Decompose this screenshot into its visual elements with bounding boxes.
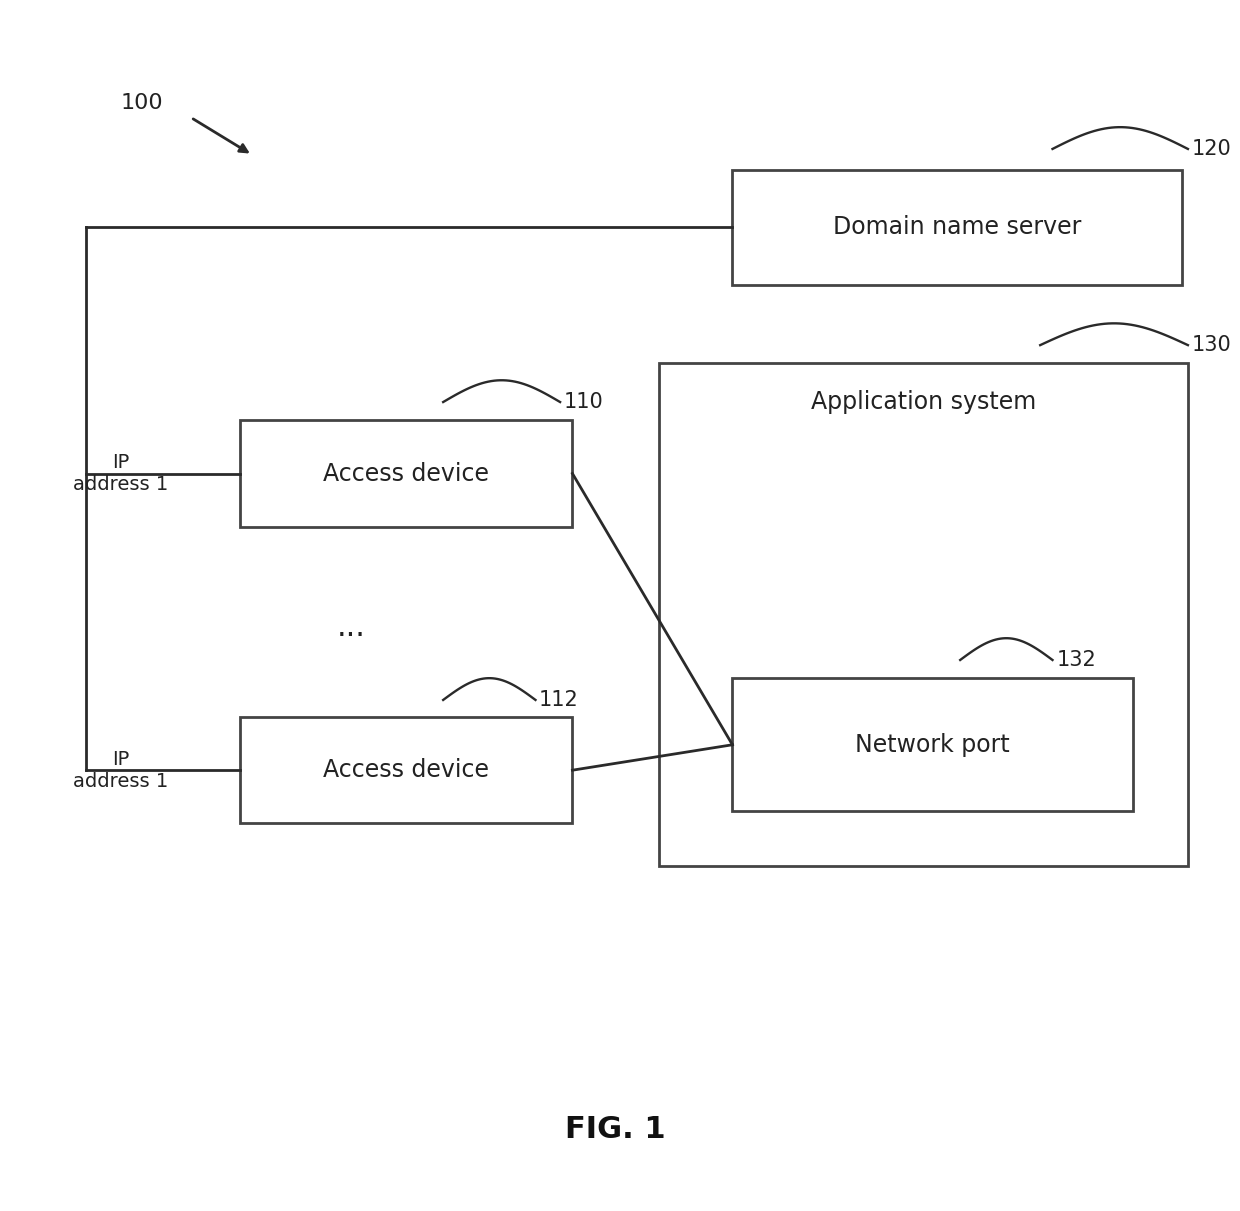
Text: FIG. 1: FIG. 1 — [565, 1115, 666, 1144]
Text: Access device: Access device — [324, 461, 490, 486]
FancyBboxPatch shape — [658, 363, 1188, 866]
Text: 112: 112 — [539, 690, 579, 710]
Text: IP
address 1: IP address 1 — [73, 750, 169, 791]
Text: Domain name server: Domain name server — [833, 216, 1081, 239]
Text: 110: 110 — [564, 392, 604, 412]
Text: Network port: Network port — [856, 733, 1009, 757]
FancyBboxPatch shape — [733, 170, 1182, 285]
FancyBboxPatch shape — [241, 717, 573, 823]
FancyBboxPatch shape — [241, 420, 573, 527]
FancyBboxPatch shape — [733, 678, 1132, 811]
Text: IP
address 1: IP address 1 — [73, 453, 169, 494]
Text: Application system: Application system — [811, 390, 1035, 414]
Text: Access device: Access device — [324, 758, 490, 782]
Text: 130: 130 — [1192, 335, 1231, 355]
Text: 100: 100 — [120, 93, 162, 113]
Text: ...: ... — [336, 613, 366, 642]
Text: 132: 132 — [1056, 650, 1096, 670]
Text: 120: 120 — [1192, 139, 1231, 159]
